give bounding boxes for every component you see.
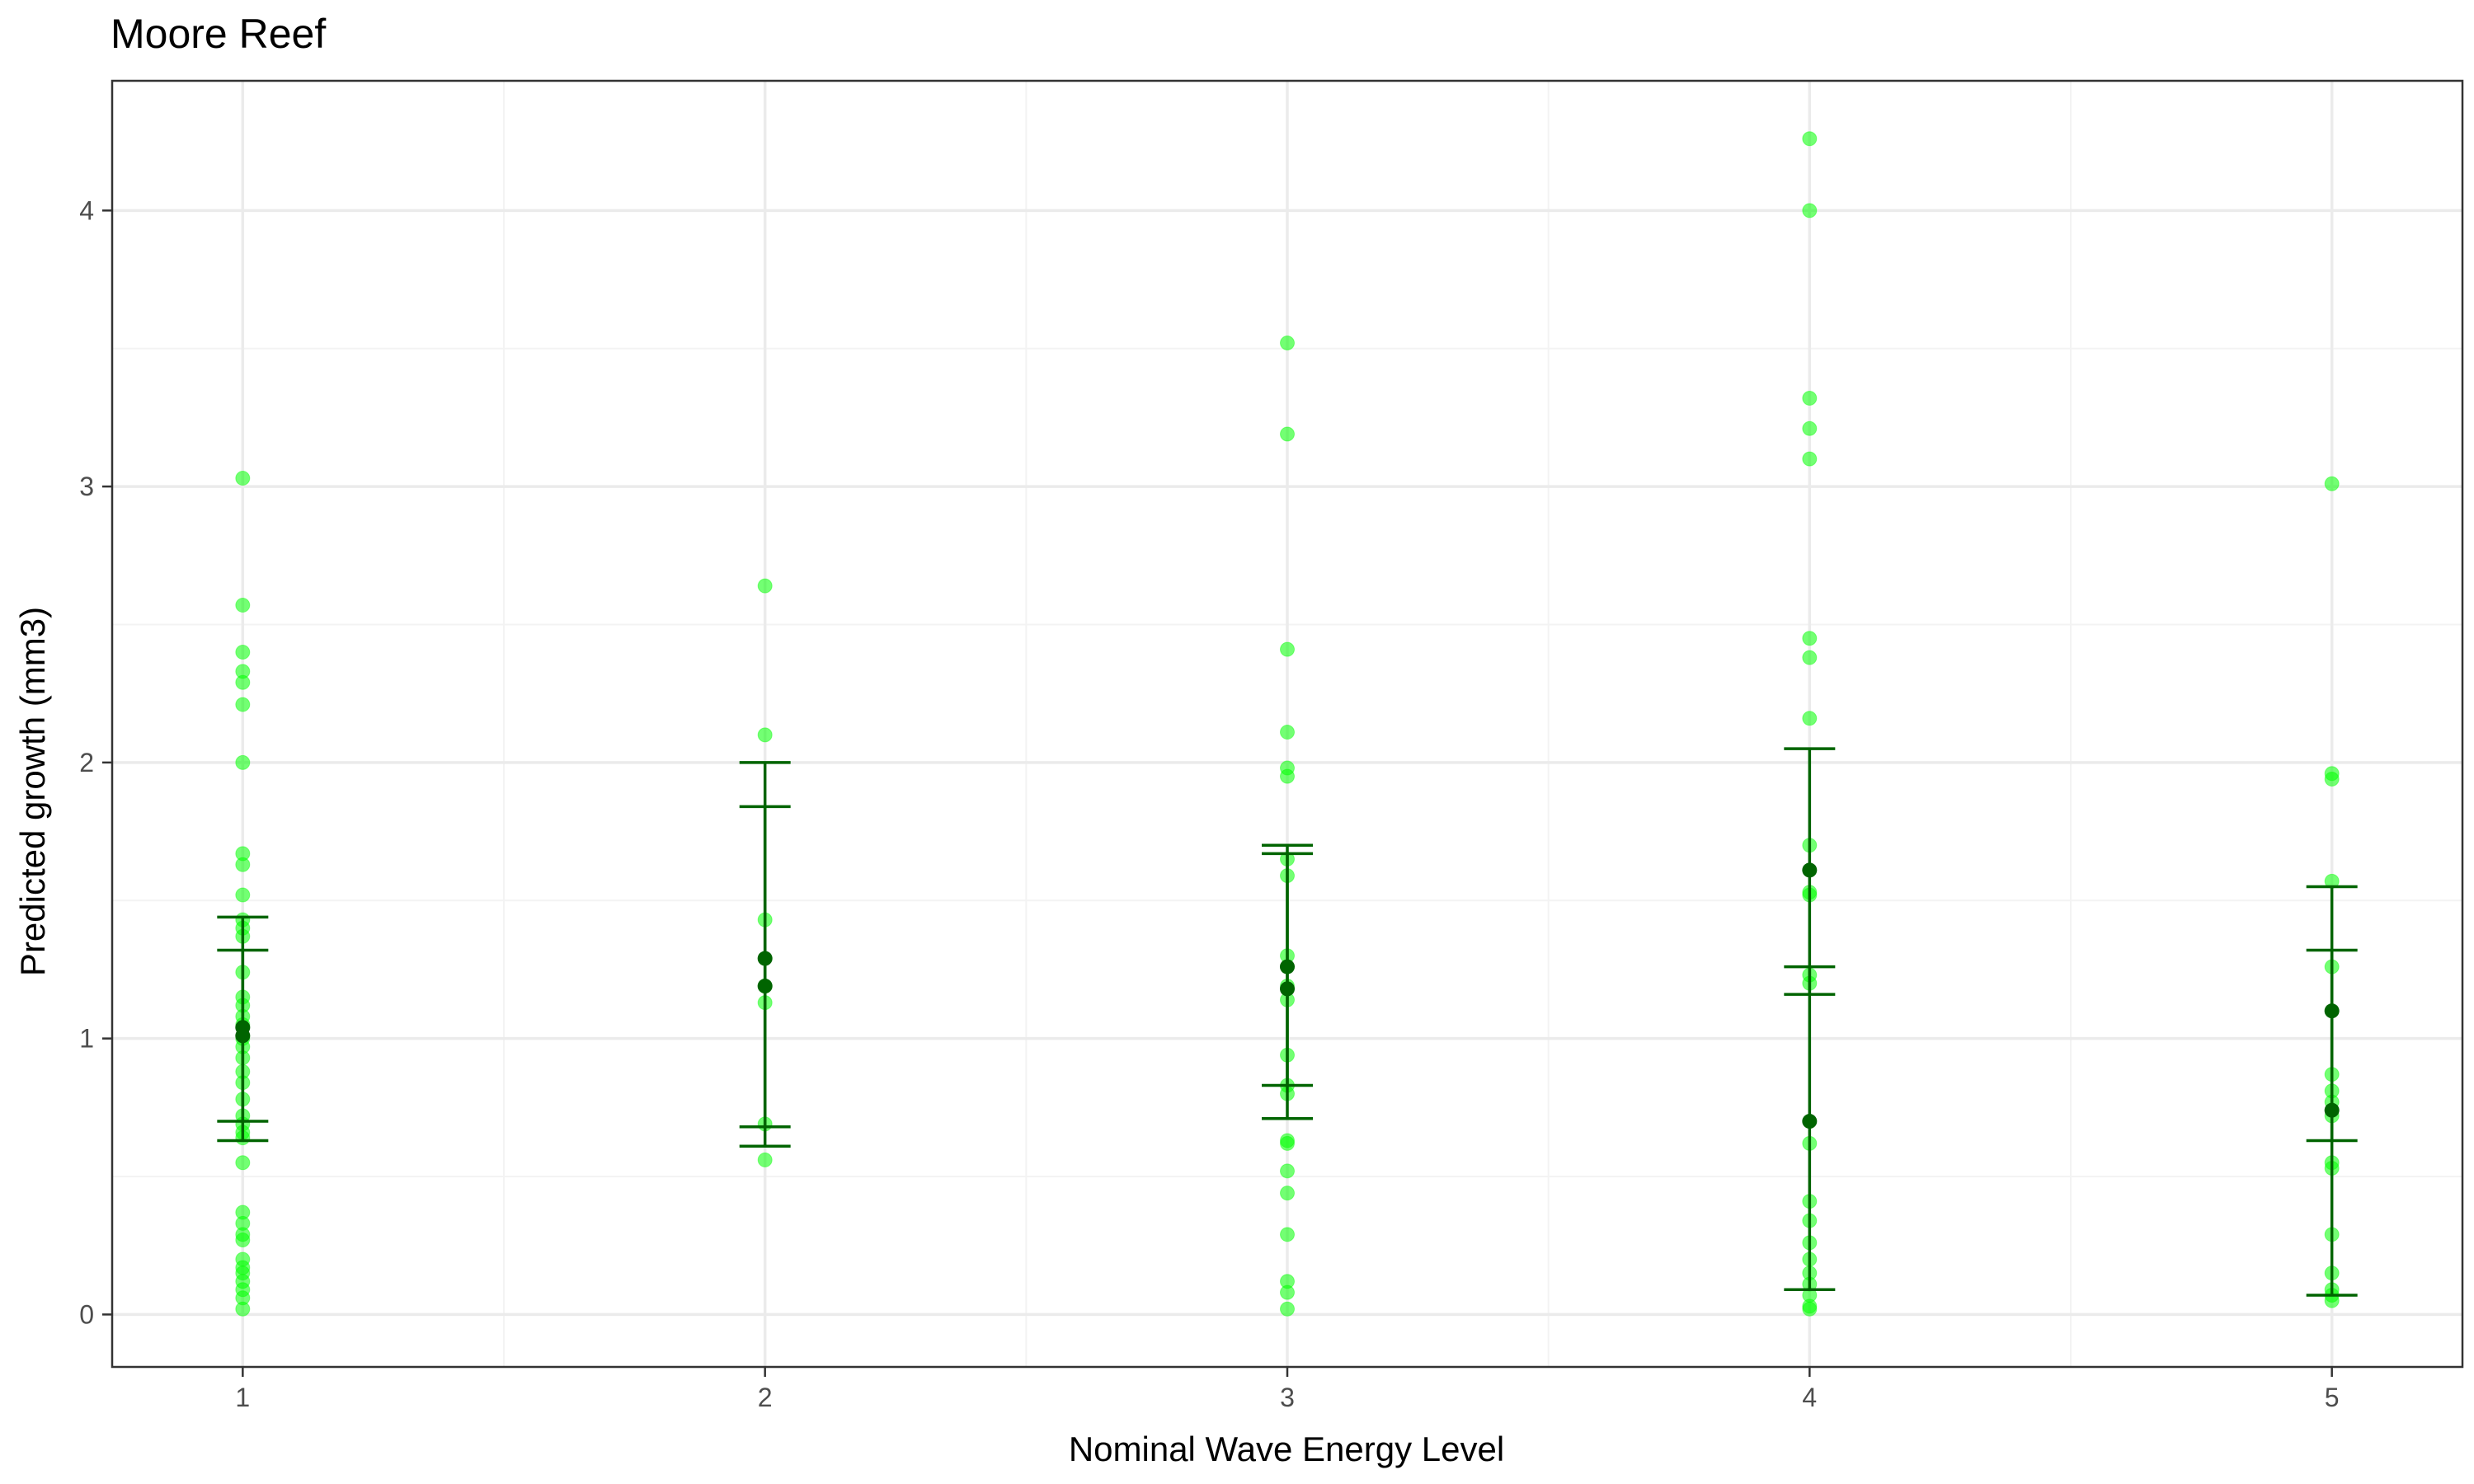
data-point	[1280, 1135, 1295, 1151]
x-axis-title: Nominal Wave Energy Level	[1069, 1430, 1504, 1468]
data-point	[235, 697, 251, 712]
x-tick-label: 4	[1802, 1383, 1817, 1412]
y-axis: 0 1 2 3 4	[79, 195, 112, 1329]
data-point	[1802, 420, 1818, 436]
data-point	[235, 887, 251, 903]
y-tick-label: 1	[79, 1024, 94, 1054]
data-point	[2324, 476, 2340, 491]
x-tick-label: 2	[758, 1383, 773, 1412]
data-point	[1280, 1227, 1295, 1242]
y-tick-label: 0	[79, 1299, 94, 1329]
data-point	[1280, 1301, 1295, 1317]
data-point	[757, 1152, 773, 1167]
data-point	[235, 1301, 251, 1317]
data-point	[1280, 426, 1295, 442]
data-point	[1802, 131, 1818, 147]
x-tick-label: 3	[1280, 1383, 1295, 1412]
x-tick-label: 1	[235, 1383, 250, 1412]
x-axis: 1 2 3 4 5	[235, 1367, 2340, 1412]
data-point	[235, 754, 251, 770]
data-point	[235, 857, 251, 872]
data-point	[1280, 336, 1295, 351]
data-point	[757, 578, 773, 594]
data-point	[1280, 1186, 1295, 1201]
data-point	[235, 598, 251, 613]
mean-point	[1280, 959, 1295, 974]
mean-point	[2324, 1102, 2340, 1118]
data-point	[1802, 1301, 1818, 1317]
mean-point	[1280, 981, 1295, 997]
data-point	[1280, 768, 1295, 784]
data-point	[1280, 725, 1295, 740]
data-point	[1280, 1284, 1295, 1300]
summary-error-bars	[217, 747, 2358, 1297]
mean-point	[1802, 1114, 1818, 1129]
mean-point	[757, 951, 773, 966]
data-point	[235, 1155, 251, 1171]
y-tick-label: 2	[79, 748, 94, 777]
data-point	[235, 674, 251, 690]
mean-point	[2324, 1003, 2340, 1019]
data-point	[1802, 650, 1818, 665]
data-point	[2324, 771, 2340, 787]
data-point	[235, 471, 251, 486]
mean-point	[1802, 862, 1818, 878]
data-point	[757, 727, 773, 743]
chart-title: Moore Reef	[111, 11, 326, 57]
data-point	[1802, 203, 1818, 218]
x-tick-label: 5	[2325, 1383, 2340, 1412]
data-point	[1280, 1163, 1295, 1179]
data-point	[1280, 641, 1295, 657]
data-point	[235, 644, 251, 660]
data-point	[235, 1233, 251, 1248]
data-point	[1802, 631, 1818, 646]
y-tick-label: 4	[79, 195, 94, 225]
mean-point	[757, 979, 773, 994]
data-point	[1802, 711, 1818, 726]
data-point	[1802, 451, 1818, 467]
y-tick-label: 3	[79, 472, 94, 501]
y-axis-title: Predicted growth (mm3)	[13, 607, 52, 976]
data-point	[1802, 390, 1818, 406]
mean-point	[235, 1028, 251, 1044]
